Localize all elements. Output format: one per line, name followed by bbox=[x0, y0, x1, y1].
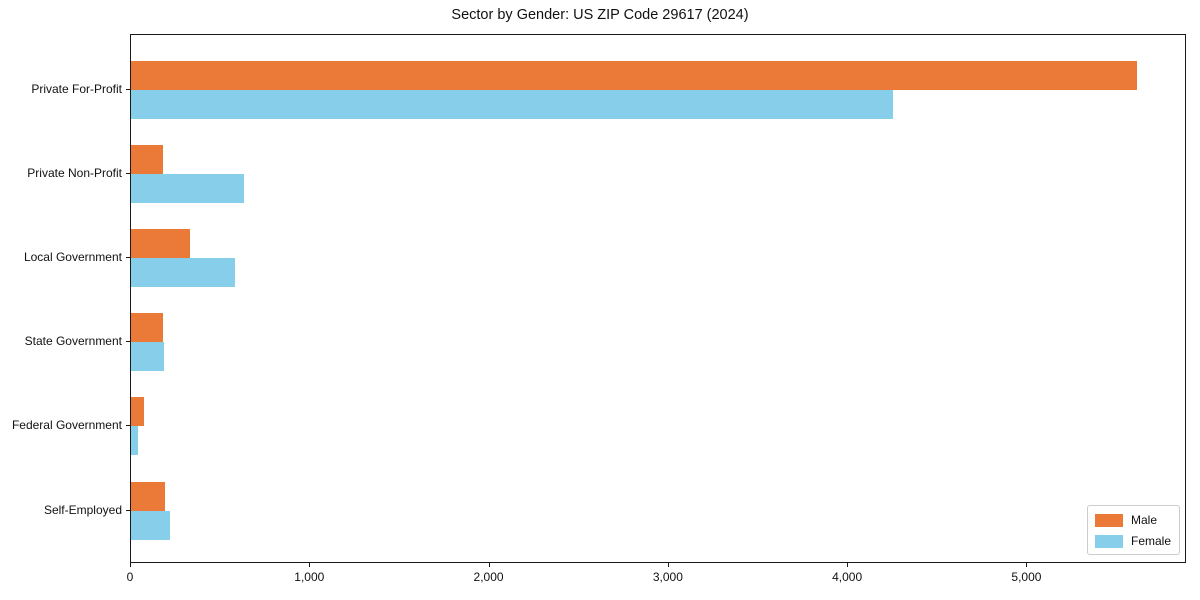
ytick-label: State Government bbox=[24, 334, 122, 349]
legend-entry-female: Female bbox=[1095, 532, 1172, 550]
legend-entry-male: Male bbox=[1095, 511, 1172, 529]
ytick-mark bbox=[126, 509, 130, 511]
xtick-label: 4,000 bbox=[832, 570, 863, 584]
xtick-mark bbox=[667, 563, 669, 567]
bar-female-state-government bbox=[131, 342, 165, 372]
bar-female-federal-government bbox=[131, 426, 138, 456]
legend-label-female: Female bbox=[1131, 534, 1172, 548]
bar-male-federal-government bbox=[131, 397, 145, 427]
ytick-label: Self-Employed bbox=[43, 502, 122, 517]
bar-male-self-employed bbox=[131, 481, 166, 511]
ytick-mark bbox=[126, 88, 130, 90]
plot-area bbox=[130, 34, 1186, 563]
xtick-mark bbox=[130, 563, 131, 567]
xtick-mark bbox=[1026, 563, 1028, 567]
ytick-label: Federal Government bbox=[11, 418, 122, 433]
xtick-mark bbox=[309, 563, 311, 567]
male-color-swatch bbox=[1095, 513, 1123, 527]
bar-male-private-for-profit bbox=[131, 60, 1137, 90]
xtick-mark bbox=[847, 563, 849, 567]
xtick-label: 5,000 bbox=[1011, 570, 1042, 584]
legend: Male Female bbox=[1087, 505, 1180, 555]
bar-female-local-government bbox=[131, 257, 235, 287]
xtick-label: 1,000 bbox=[294, 570, 325, 584]
xtick-mark bbox=[488, 563, 490, 567]
bar-female-private-non-profit bbox=[131, 173, 244, 203]
ytick-label: Private For-Profit bbox=[31, 81, 122, 96]
ytick-mark bbox=[126, 256, 130, 258]
ytick-mark bbox=[126, 341, 130, 343]
xtick-label: 0 bbox=[126, 570, 134, 584]
ytick-label: Local Government bbox=[23, 249, 122, 264]
ytick-mark bbox=[126, 172, 130, 174]
bar-female-self-employed bbox=[131, 510, 170, 540]
xtick-label: 3,000 bbox=[652, 570, 683, 584]
bar-female-private-for-profit bbox=[131, 89, 893, 119]
bar-male-private-non-profit bbox=[131, 144, 164, 174]
xtick-label: 2,000 bbox=[473, 570, 504, 584]
legend-label-male: Male bbox=[1131, 513, 1158, 527]
ytick-label: Private Non-Profit bbox=[27, 165, 122, 180]
female-color-swatch bbox=[1095, 534, 1123, 548]
chart-title: Sector by Gender: US ZIP Code 29617 (202… bbox=[451, 7, 749, 23]
ytick-mark bbox=[126, 425, 130, 427]
bar-male-state-government bbox=[131, 313, 164, 343]
bar-male-local-government bbox=[131, 228, 191, 258]
